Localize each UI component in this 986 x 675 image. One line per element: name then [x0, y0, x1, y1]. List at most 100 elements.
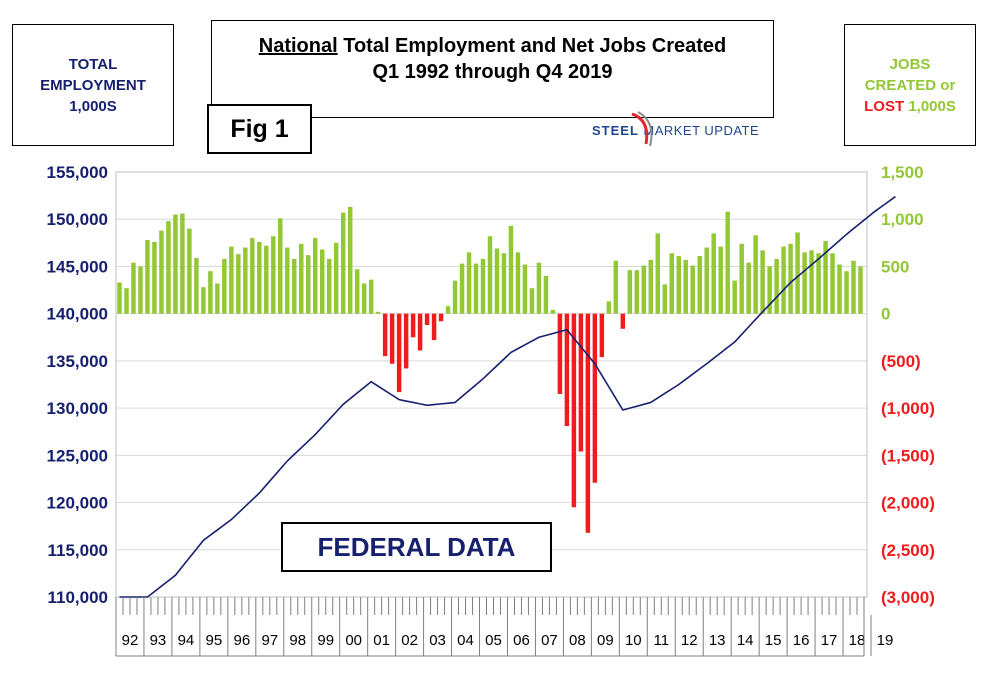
right-tick-label: 0 — [881, 305, 890, 324]
job-bar — [599, 313, 605, 358]
job-bar — [578, 313, 584, 452]
job-bar — [159, 230, 164, 314]
x-tick-label: 11 — [653, 632, 669, 649]
logo-steel: STEEL — [592, 123, 639, 138]
job-bar — [285, 247, 290, 314]
job-bar — [816, 253, 821, 314]
x-tick-label: 16 — [793, 632, 810, 649]
job-bar — [222, 258, 227, 314]
left-tick-label: 155,000 — [47, 163, 108, 182]
left-box-line1: TOTAL — [68, 55, 118, 73]
job-bar — [382, 313, 388, 357]
job-bar — [529, 288, 535, 314]
x-tick-label: 17 — [821, 632, 838, 649]
job-bar — [795, 232, 800, 314]
job-bar — [236, 254, 241, 314]
x-tick-label: 98 — [289, 632, 306, 649]
x-tick-label: 01 — [373, 632, 390, 649]
job-bar — [557, 313, 563, 394]
job-bar — [662, 284, 667, 314]
title-line2: Q1 1992 through Q4 2019 — [372, 61, 613, 83]
job-bar — [830, 253, 835, 314]
right-tick-label: (2,500) — [881, 541, 935, 560]
job-bar — [187, 228, 192, 314]
right-tick-label: (3,000) — [881, 588, 935, 607]
job-bar — [445, 306, 451, 314]
x-tick-label: 97 — [261, 632, 278, 649]
job-bar — [480, 258, 486, 314]
left-box-line2: EMPLOYMENT — [40, 76, 146, 94]
right-tick-label: 500 — [881, 257, 909, 276]
x-tick-label: 99 — [317, 632, 334, 649]
job-bar — [753, 235, 758, 314]
job-bar — [767, 266, 772, 314]
job-bar — [655, 233, 661, 314]
job-bar — [243, 247, 248, 314]
job-bar — [592, 313, 598, 483]
job-bar — [292, 258, 297, 314]
right-tick-label: (1,000) — [881, 399, 935, 418]
job-bar — [424, 313, 430, 325]
job-bar — [396, 313, 402, 393]
job-bar — [613, 260, 619, 314]
right-tick-label: 1,500 — [881, 163, 924, 182]
x-tick-label: 15 — [765, 632, 782, 649]
left-box-line3: 1,000S — [69, 97, 117, 115]
job-bar — [697, 256, 702, 314]
job-bar — [550, 309, 556, 314]
right-tick-label: 1,000 — [881, 210, 924, 229]
job-bar — [606, 301, 612, 314]
plot-frame — [115, 171, 868, 598]
right-box-line2: CREATED or — [864, 76, 956, 94]
job-bar — [138, 266, 143, 314]
job-bar — [403, 313, 409, 369]
job-bar — [809, 250, 814, 314]
x-tick-label: 09 — [597, 632, 614, 649]
job-bar — [564, 313, 570, 427]
job-bar — [732, 280, 737, 314]
x-tick-label: 19 — [877, 632, 894, 649]
left-tick-label: 130,000 — [47, 399, 108, 418]
job-bar — [711, 233, 716, 314]
job-bar — [522, 264, 528, 314]
employment-line — [119, 195, 896, 598]
job-bar — [250, 238, 255, 314]
job-bar — [375, 311, 381, 314]
job-bar — [166, 221, 171, 314]
left-tick-label: 125,000 — [47, 446, 108, 465]
job-bar — [473, 263, 479, 314]
job-bar — [501, 253, 507, 314]
job-bar — [124, 288, 129, 314]
job-bar — [669, 253, 674, 314]
left-tick-label: 120,000 — [47, 494, 108, 513]
job-bar — [718, 246, 723, 314]
job-bar — [739, 243, 744, 314]
job-bar — [319, 249, 325, 314]
left-axis-title-box: TOTAL EMPLOYMENT 1,000S — [12, 24, 174, 146]
job-bar — [340, 212, 346, 314]
job-bar — [452, 280, 458, 314]
chart-title-box: National Total Employment and Net Jobs C… — [211, 20, 774, 118]
job-bar — [117, 282, 122, 314]
job-bar — [515, 252, 521, 314]
logo-market-update: MARKET UPDATE — [643, 123, 760, 138]
job-bar — [180, 213, 185, 314]
job-bar — [823, 240, 828, 314]
title-underlined: National — [258, 35, 338, 57]
job-bar — [760, 250, 765, 314]
x-tick-label: 93 — [150, 632, 167, 649]
steel-market-update-logo: STEEL MARKET UPDATE — [592, 111, 760, 147]
job-bar — [844, 271, 849, 314]
title-rest: Total Employment and Net Jobs Created — [337, 35, 727, 57]
x-tick-label: 06 — [513, 632, 530, 649]
right-box-units: 1,000S — [908, 97, 956, 115]
job-bar — [571, 313, 577, 508]
federal-data-label: FEDERAL DATA — [281, 522, 552, 572]
job-bar — [326, 258, 332, 314]
job-bar — [466, 252, 472, 314]
x-tick-label: 92 — [122, 632, 139, 649]
job-bar — [389, 313, 395, 364]
job-bar — [690, 265, 695, 314]
x-tick-label: 18 — [849, 632, 866, 649]
